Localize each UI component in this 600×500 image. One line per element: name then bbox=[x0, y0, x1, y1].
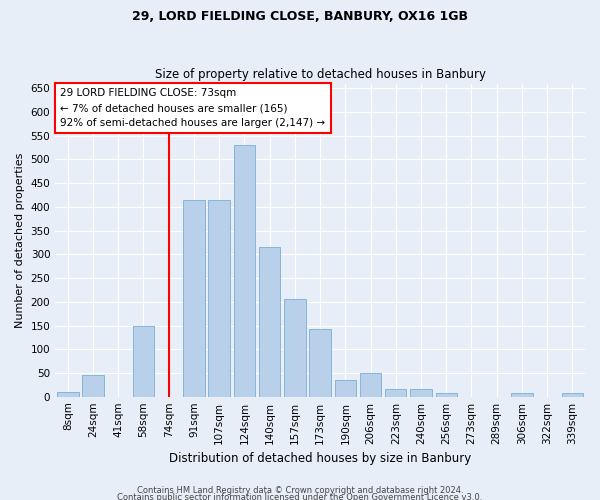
Bar bbox=[511, 393, 533, 396]
Bar bbox=[385, 388, 406, 396]
Bar bbox=[436, 393, 457, 396]
Bar bbox=[233, 145, 255, 397]
Bar bbox=[335, 380, 356, 396]
Bar bbox=[82, 376, 104, 396]
Text: Contains HM Land Registry data © Crown copyright and database right 2024.: Contains HM Land Registry data © Crown c… bbox=[137, 486, 463, 495]
Bar bbox=[284, 300, 305, 396]
Bar bbox=[562, 393, 583, 396]
Bar bbox=[208, 200, 230, 396]
Text: 29, LORD FIELDING CLOSE, BANBURY, OX16 1GB: 29, LORD FIELDING CLOSE, BANBURY, OX16 1… bbox=[132, 10, 468, 23]
Bar bbox=[410, 388, 432, 396]
Y-axis label: Number of detached properties: Number of detached properties bbox=[15, 152, 25, 328]
Bar bbox=[57, 392, 79, 396]
Title: Size of property relative to detached houses in Banbury: Size of property relative to detached ho… bbox=[155, 68, 485, 81]
Text: Contains public sector information licensed under the Open Government Licence v3: Contains public sector information licen… bbox=[118, 494, 482, 500]
Bar bbox=[133, 326, 154, 396]
Bar bbox=[360, 373, 381, 396]
Bar bbox=[183, 200, 205, 396]
X-axis label: Distribution of detached houses by size in Banbury: Distribution of detached houses by size … bbox=[169, 452, 471, 465]
Bar bbox=[310, 329, 331, 396]
Bar bbox=[259, 247, 280, 396]
Text: 29 LORD FIELDING CLOSE: 73sqm
← 7% of detached houses are smaller (165)
92% of s: 29 LORD FIELDING CLOSE: 73sqm ← 7% of de… bbox=[61, 88, 326, 128]
